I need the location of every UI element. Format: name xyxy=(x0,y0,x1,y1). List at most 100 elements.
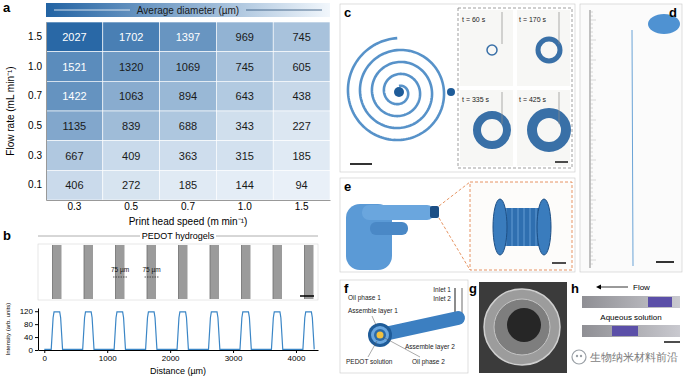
needle xyxy=(559,92,560,124)
diagram-label: Oil phase 2 xyxy=(412,358,445,366)
sem-wall xyxy=(484,289,560,365)
tick-label: 0.5 xyxy=(124,201,138,212)
sem-inner-wall xyxy=(494,299,550,355)
tick-mark xyxy=(44,350,45,353)
tick-mark xyxy=(107,350,108,353)
panel-label: c xyxy=(344,5,351,20)
annotation: 75 µm xyxy=(111,266,129,274)
tick-label: 1000 xyxy=(99,354,117,363)
glove-thumb xyxy=(370,222,408,235)
heatmap-cell xyxy=(273,141,330,171)
ruler-tick xyxy=(590,168,593,169)
tick-label: 0 xyxy=(29,346,34,355)
header-rule xyxy=(216,236,318,237)
tick-mark xyxy=(35,311,38,312)
ruler-tick xyxy=(590,20,596,21)
ruler-tick xyxy=(590,156,593,157)
aqueous-plug xyxy=(612,326,638,336)
ruler-tick xyxy=(590,264,593,265)
ruler-tick xyxy=(590,244,593,245)
panel-e: e xyxy=(340,178,575,272)
ruler-tick xyxy=(590,132,593,133)
ruler-tick xyxy=(590,56,593,57)
ruler-tick xyxy=(590,248,593,249)
stripe-edge xyxy=(241,245,242,299)
tick-label: 1.5 xyxy=(28,31,42,42)
header-rule xyxy=(246,10,322,11)
scale-bar xyxy=(656,261,674,263)
cell-label: 1702 xyxy=(119,31,143,43)
ruler-tick xyxy=(590,64,593,65)
heatmap-cell xyxy=(103,141,160,171)
hydrogel-stripe xyxy=(179,245,188,299)
stripe-edge xyxy=(304,245,305,299)
watermark-icon-dot xyxy=(580,355,582,357)
ruler-tick xyxy=(590,240,596,241)
axis-line xyxy=(39,350,319,351)
cell-label: 315 xyxy=(236,150,254,162)
tick-label: 3000 xyxy=(225,354,243,363)
annotation: 75 µm xyxy=(142,266,160,274)
diagram-label: Oil phase 1 xyxy=(348,294,381,302)
cell-label: 409 xyxy=(122,150,140,162)
inset-image xyxy=(460,90,513,166)
ruler-tick xyxy=(590,52,593,53)
panel-f: fOil phase 1Inlet 1Inlet 2Assemble layer… xyxy=(340,280,468,373)
ruler-tick xyxy=(590,92,593,93)
panel-label: d xyxy=(669,5,677,20)
tick: 0.5 xyxy=(28,120,46,131)
panel-c: ct = 60 st = 170 st = 335 st = 425 s xyxy=(340,4,575,172)
tick: 2000 xyxy=(162,350,180,363)
layer-pedot xyxy=(371,326,389,344)
ruler-tick xyxy=(590,172,593,173)
panel-d: d xyxy=(580,4,682,272)
plot-area xyxy=(44,312,314,349)
sem-image xyxy=(479,282,567,373)
tick-label: 40 xyxy=(24,333,33,342)
tick-label: 0.3 xyxy=(67,201,81,212)
cell-label: 745 xyxy=(236,61,254,73)
flow-label: Flow xyxy=(633,283,650,292)
ruler-tick xyxy=(590,208,593,209)
panel-label: h xyxy=(571,281,579,296)
watermark-icon-dot xyxy=(576,355,578,357)
tick-label: 80 xyxy=(24,320,33,329)
tick: 4000 xyxy=(288,350,306,363)
scale-bar xyxy=(552,262,566,263)
cell-label: 1135 xyxy=(63,120,87,132)
tick: 80 xyxy=(24,320,38,329)
stripe-edge xyxy=(210,245,211,299)
ruler-tick xyxy=(590,128,593,129)
tick-label: 0.1 xyxy=(28,179,42,190)
panel-label: b xyxy=(3,228,11,243)
cell-label: 94 xyxy=(295,179,307,191)
scale-bar xyxy=(300,295,314,297)
ruler-tick xyxy=(590,96,593,97)
stripe-edge xyxy=(178,245,179,299)
heatmap-cell xyxy=(103,170,160,200)
axis-line xyxy=(46,23,47,201)
heatmap-cell xyxy=(216,52,273,82)
panel-label: g xyxy=(469,281,477,296)
spool-rib xyxy=(523,208,524,246)
inset-image xyxy=(460,10,513,86)
channel-label: Aqueous solution xyxy=(600,313,661,322)
ruler-tick xyxy=(590,124,593,125)
ruler-tick xyxy=(590,228,593,229)
diagram-label: PEDOT solution xyxy=(346,358,393,365)
tick-label: 0.7 xyxy=(181,201,195,212)
ruler-tick xyxy=(590,32,593,33)
colorbar xyxy=(46,3,330,17)
watermark: 生物纳米材料前沿 xyxy=(572,350,678,364)
x-axis: 0.30.50.71.01.5 xyxy=(47,200,331,212)
cell-label: 2027 xyxy=(62,31,86,43)
zoom-line xyxy=(439,182,470,206)
cell-label: 363 xyxy=(179,150,197,162)
spool-flange xyxy=(493,199,507,255)
tick: 0.7 xyxy=(181,200,195,212)
tick-label: 1.0 xyxy=(28,61,42,72)
ruler-tick xyxy=(590,204,593,205)
tick: 40 xyxy=(24,333,38,342)
annotation-arrow xyxy=(113,277,127,278)
x-axis-title: Print head speed (m min⁻¹) xyxy=(129,216,248,227)
